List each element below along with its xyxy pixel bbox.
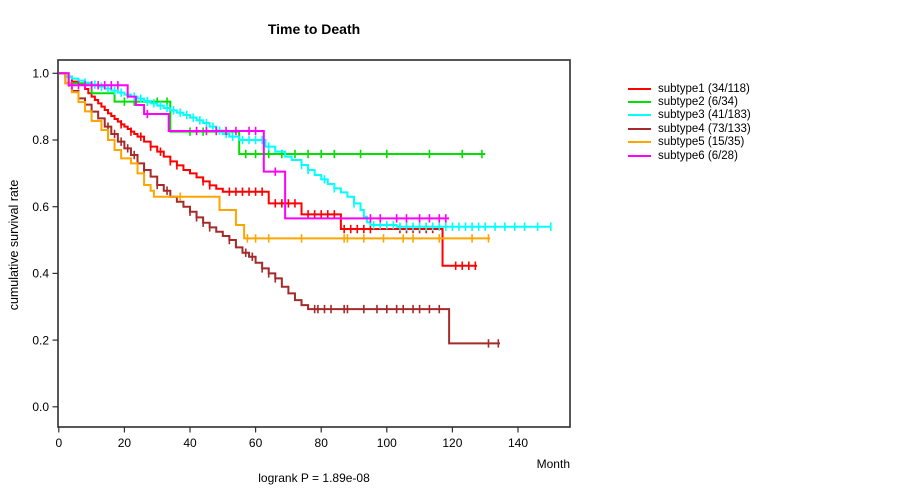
x-tick-label: 60 <box>249 436 263 450</box>
legend-line-swatch-subtype3 <box>628 114 651 117</box>
legend-item-subtype4: subtype4 (73/133) <box>628 122 751 135</box>
legend-line-swatch-subtype5 <box>628 141 651 144</box>
legend-item-subtype6: subtype6 (6/28) <box>628 149 751 162</box>
x-tick-label: 100 <box>377 436 397 450</box>
y-tick-label: 0.6 <box>32 200 49 214</box>
legend-line-swatch-subtype1 <box>628 87 651 90</box>
curve-subtype1 <box>58 72 477 267</box>
legend-label-subtype6: subtype6 (6/28) <box>658 149 738 162</box>
y-tick-label: 0.0 <box>32 400 49 414</box>
legend-label-subtype5: subtype5 (15/35) <box>658 136 745 149</box>
curve-subtype4 <box>58 72 500 345</box>
chart-title: Time to Death <box>267 21 361 37</box>
legend-label-subtype3: subtype3 (41/183) <box>658 109 751 122</box>
x-tick-label: 0 <box>55 436 62 450</box>
legend-line-swatch-subtype6 <box>628 154 651 157</box>
y-tick-label: 0.2 <box>32 333 49 347</box>
logrank-pvalue-note: logrank P = 1.89e-08 <box>258 471 370 485</box>
curve-subtype5 <box>58 72 491 240</box>
legend: subtype1 (34/118) subtype2 (6/34) subtype3… <box>628 82 751 162</box>
x-axis-title: Month <box>536 457 570 471</box>
plot-box <box>57 59 571 428</box>
legend-item-subtype2: subtype2 (6/34) <box>628 95 751 108</box>
y-tick-label: 0.4 <box>32 267 49 281</box>
x-tick-label: 40 <box>183 436 197 450</box>
legend-item-subtype3: subtype3 (41/183) <box>628 109 751 122</box>
legend-line-swatch-subtype2 <box>628 101 651 104</box>
legend-label-subtype2: subtype2 (6/34) <box>658 96 738 109</box>
y-tick-label: 0.8 <box>32 133 49 147</box>
legend-line-swatch-subtype4 <box>628 127 651 130</box>
legend-label-subtype4: subtype4 (73/133) <box>658 122 751 135</box>
legend-label-subtype1: subtype1 (34/118) <box>658 82 750 95</box>
legend-item-subtype5: subtype5 (15/35) <box>628 136 751 149</box>
x-tick-label: 120 <box>442 436 462 450</box>
curve-subtype6 <box>58 72 450 220</box>
x-tick-label: 80 <box>315 436 329 450</box>
y-axis-title: cumulative survival rate <box>7 179 21 311</box>
y-tick-label: 1.0 <box>32 67 49 81</box>
legend-item-subtype1: subtype1 (34/118) <box>628 82 751 95</box>
x-tick-label: 140 <box>508 436 528 450</box>
x-tick-label: 20 <box>118 436 132 450</box>
